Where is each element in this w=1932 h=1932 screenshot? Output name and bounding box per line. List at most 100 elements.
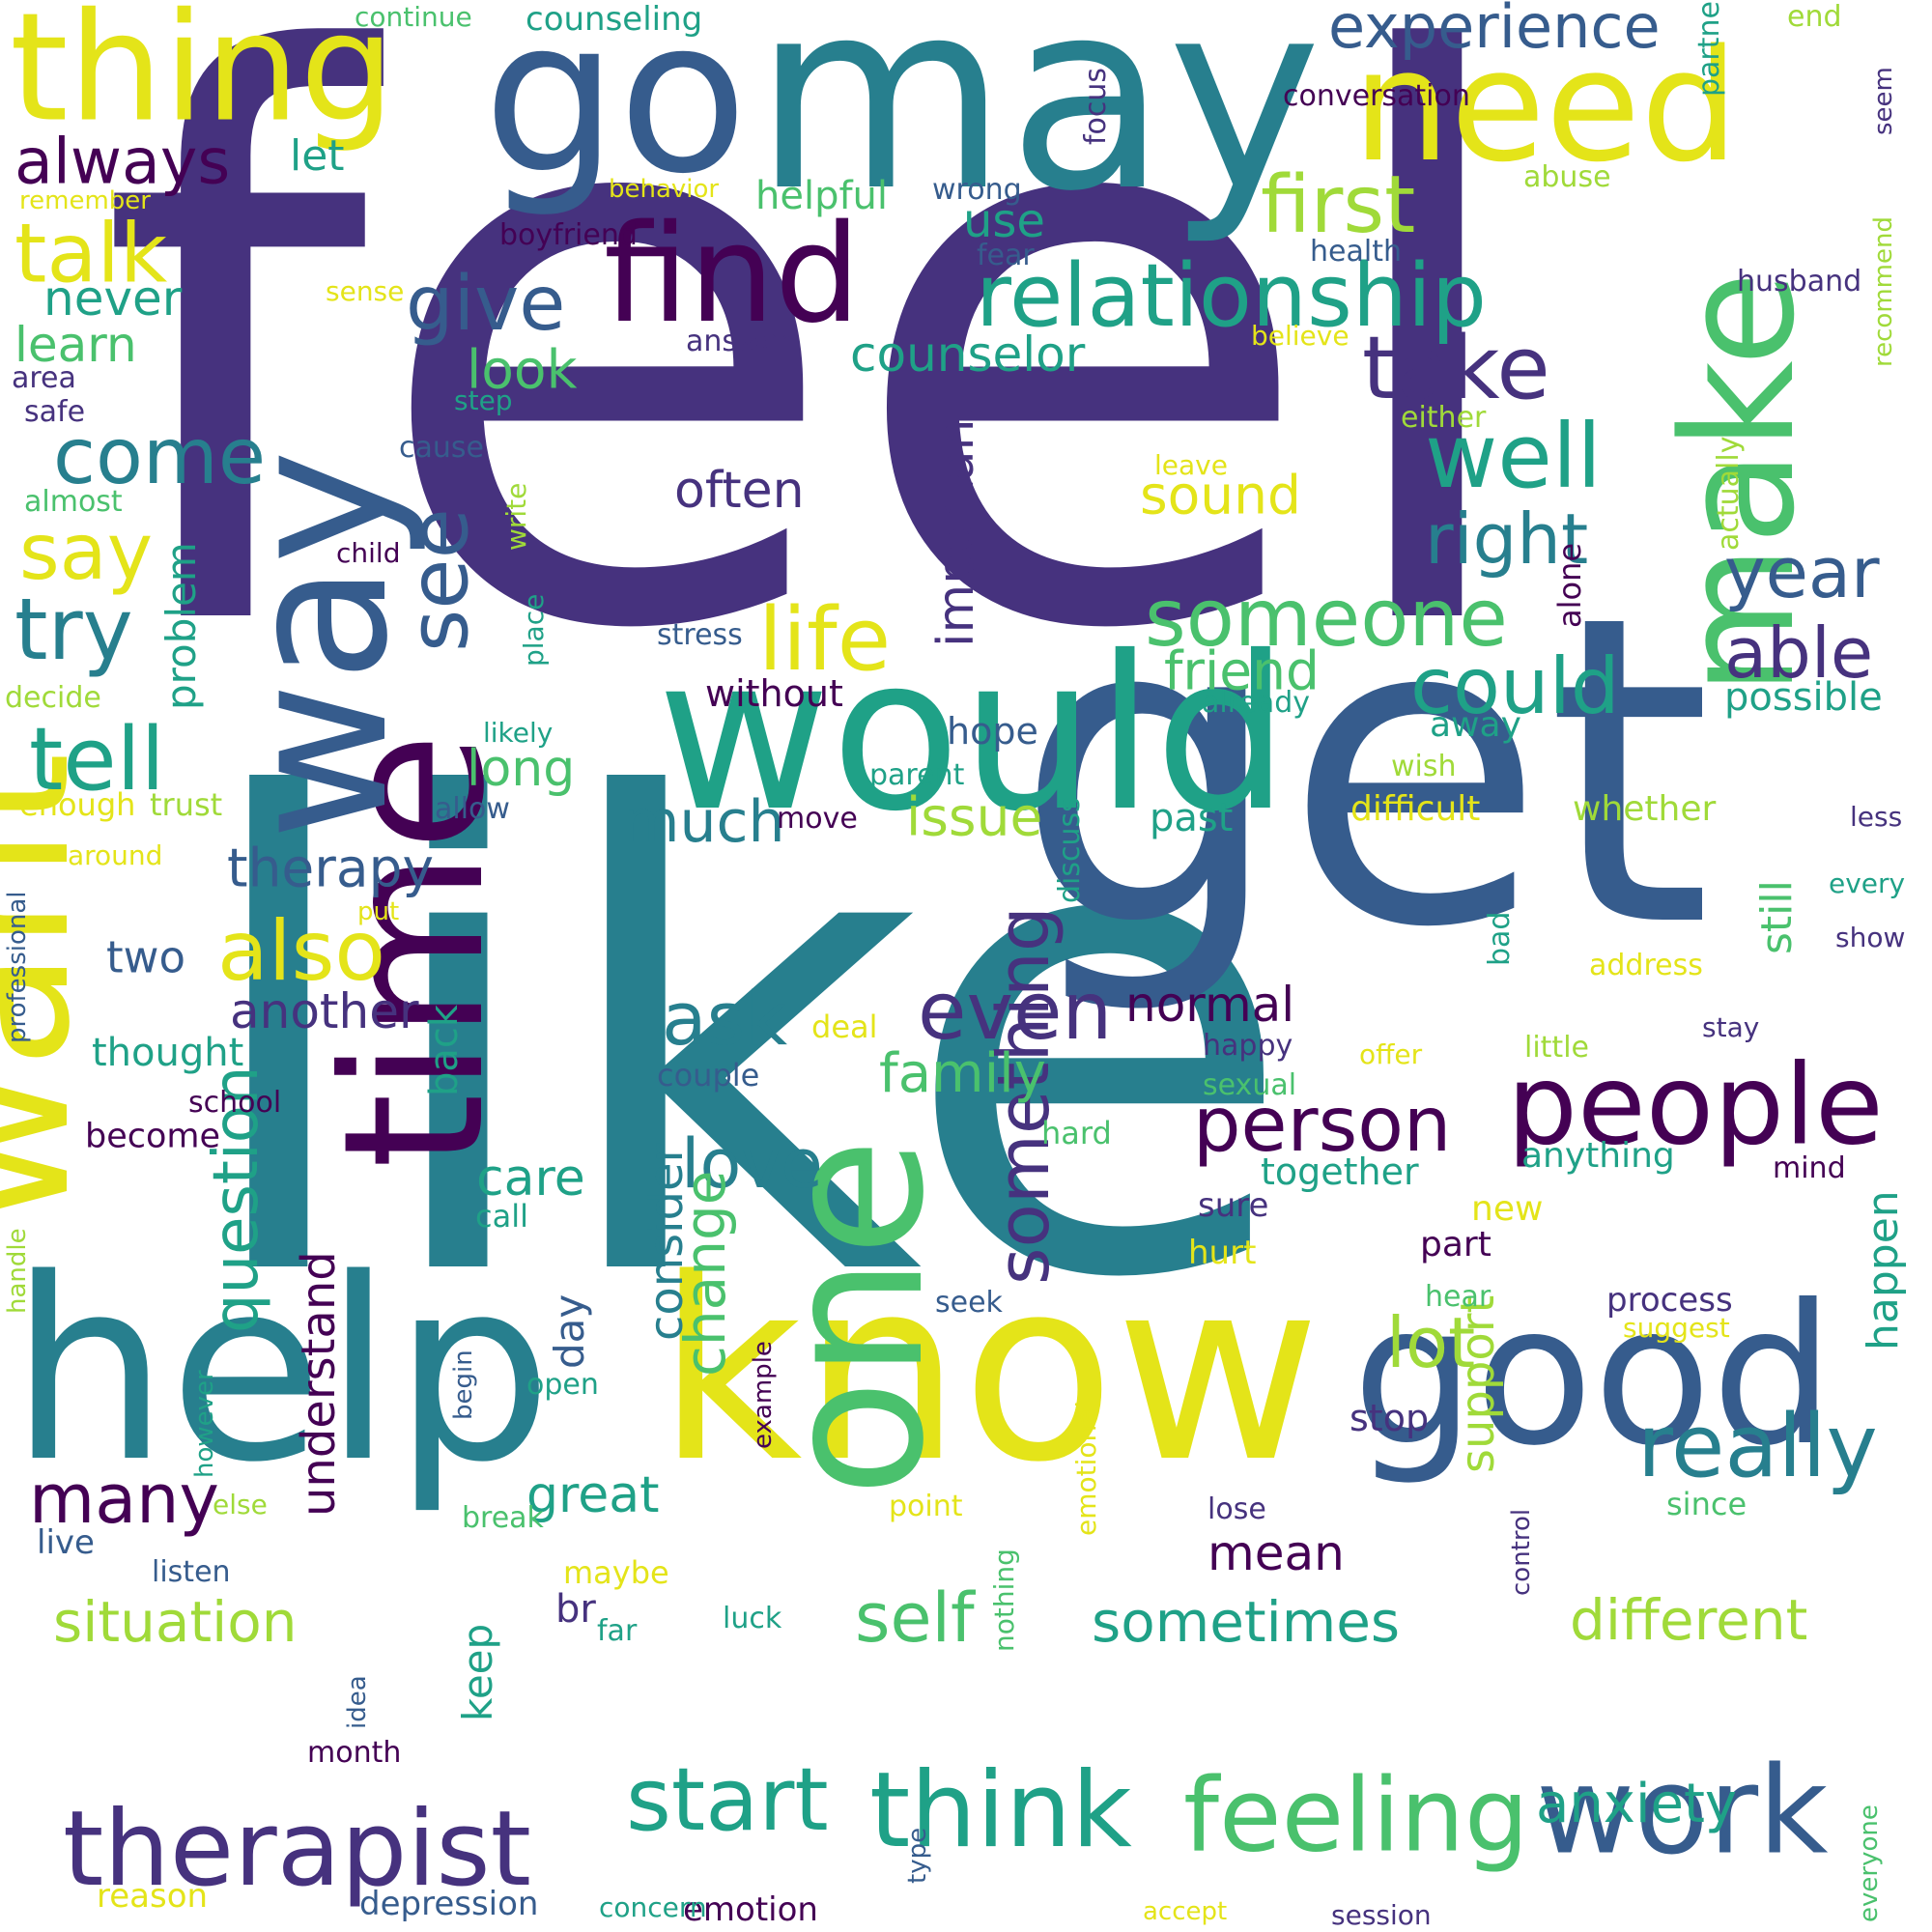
cloud-word: ask (662, 976, 788, 1062)
cloud-word: anything (1521, 1136, 1675, 1176)
cloud-word: recommend (1869, 216, 1898, 367)
cloud-word: new (1471, 1189, 1544, 1229)
cloud-word: live (37, 1523, 95, 1562)
cloud-word: work (1536, 1741, 1829, 1882)
cloud-word: counseling (526, 0, 703, 39)
cloud-word: mean (1208, 1525, 1345, 1581)
cloud-word: often (674, 462, 805, 520)
cloud-word: deal (811, 1009, 878, 1045)
cloud-word: feeling (1183, 1756, 1529, 1875)
cloud-word: call (475, 1198, 528, 1235)
cloud-word: conversation (1283, 79, 1470, 113)
cloud-word: family (879, 1042, 1046, 1105)
cloud-word: take (1362, 318, 1550, 419)
cloud-word: someone (1145, 573, 1508, 665)
cloud-word: issue (906, 785, 1043, 848)
cloud-word: sometimes (1092, 1589, 1401, 1655)
cloud-word: behavior (609, 175, 720, 204)
cloud-word: anxiety (1536, 1773, 1738, 1835)
cloud-word: around (68, 839, 163, 871)
cloud-word: let (290, 131, 345, 181)
cloud-word: love (681, 1124, 823, 1204)
cloud-word: never (43, 270, 183, 327)
cloud-word: relationship (976, 245, 1488, 347)
cloud-word: emotion (683, 1890, 818, 1929)
cloud-word: move (777, 802, 858, 836)
cloud-word: hurt (1188, 1234, 1257, 1272)
cloud-word: counselor (850, 327, 1086, 383)
cloud-word: enough (19, 786, 136, 823)
cloud-word: problem (157, 542, 205, 710)
cloud-word: without (705, 672, 843, 715)
cloud-word: hope (947, 710, 1038, 753)
cloud-word: alone (1551, 542, 1588, 628)
cloud-word: day (546, 1293, 593, 1369)
cloud-word: child (336, 537, 401, 569)
cloud-word: health (1310, 235, 1402, 269)
cloud-word: maybe (563, 1554, 669, 1591)
cloud-word: different (1570, 1587, 1808, 1653)
cloud-word: lot (1386, 1302, 1476, 1383)
cloud-word: thought (92, 1031, 244, 1075)
cloud-word: able (1724, 612, 1874, 694)
cloud-word: look (467, 338, 578, 401)
cloud-word: keep (454, 1623, 501, 1721)
cloud-word: experience (1328, 0, 1661, 62)
cloud-word: point (889, 1490, 963, 1523)
cloud-word: understand (292, 1251, 346, 1517)
cloud-word: feel (97, 0, 1535, 798)
cloud-word: answer (686, 325, 791, 358)
cloud-word: could (1410, 641, 1620, 731)
cloud-word: write (500, 482, 532, 551)
cloud-word: important (927, 399, 985, 647)
cloud-word: offer (1359, 1038, 1423, 1070)
cloud-word: mind (1773, 1151, 1846, 1185)
cloud-word: discuss (1053, 797, 1087, 903)
cloud-word: go (483, 0, 749, 220)
cloud-word: back (422, 1004, 467, 1096)
cloud-word: emotional (1070, 1400, 1102, 1536)
cloud-word: begin (449, 1350, 478, 1420)
cloud-word: focus (1079, 67, 1113, 145)
cloud-word: reason (97, 1877, 209, 1916)
cloud-word: possible (1724, 675, 1883, 720)
cloud-word: lose (1208, 1492, 1266, 1526)
cloud-word: use (963, 194, 1045, 248)
cloud-word: end (1787, 0, 1842, 34)
cloud-word: husband (1737, 265, 1862, 298)
cloud-word: much (623, 788, 785, 856)
cloud-word: right (1425, 498, 1589, 580)
cloud-word: month (307, 1736, 402, 1770)
cloud-word: every (1829, 867, 1906, 899)
cloud-word: away (1430, 705, 1521, 745)
cloud-word: difficult (1350, 789, 1481, 829)
cloud-word: learn (14, 317, 137, 373)
cloud-word: everyone (1855, 1804, 1884, 1922)
cloud-word: see (391, 508, 488, 652)
cloud-word: believe (1251, 320, 1350, 352)
cloud-word: abuse (1523, 160, 1611, 194)
cloud-word: even (918, 966, 1113, 1058)
cloud-word: however (190, 1370, 219, 1478)
cloud-word: remember (19, 186, 151, 215)
cloud-word: try (14, 580, 133, 679)
cloud-word: happen (1859, 1190, 1908, 1350)
cloud-word: school (188, 1086, 282, 1120)
cloud-word: sexual (1203, 1068, 1297, 1102)
cloud-word: really (1637, 1396, 1878, 1497)
cloud-word: thing (10, 0, 395, 156)
cloud-word: consider (639, 1143, 694, 1341)
cloud-word: situation (53, 1589, 298, 1655)
cloud-word: together (1261, 1151, 1419, 1193)
cloud-word: address (1589, 949, 1703, 982)
cloud-word: type (903, 1827, 932, 1884)
cloud-word: many (29, 1460, 219, 1539)
cloud-word: trust (150, 786, 223, 823)
cloud-word: else (213, 1489, 268, 1520)
cloud-word: cause (399, 431, 484, 465)
cloud-word: find (604, 196, 861, 354)
cloud-word: continue (355, 1, 472, 33)
cloud-word: luck (723, 1602, 782, 1635)
cloud-word: know (657, 1226, 1321, 1518)
cloud-word: seek (935, 1286, 1003, 1320)
